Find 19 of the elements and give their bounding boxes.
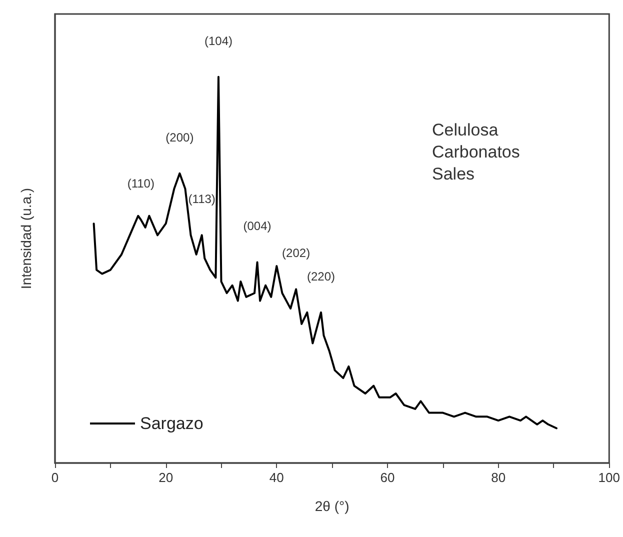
x-tick-label: 20: [158, 470, 174, 485]
x-tick-label: 100: [598, 470, 620, 485]
annotation: Celulosa: [432, 120, 499, 140]
legend-label: Sargazo: [140, 414, 204, 433]
x-tick-label: 80: [491, 470, 506, 485]
x-tick-label: 40: [269, 470, 284, 485]
x-tick-label: 0: [51, 470, 59, 485]
annotation: (104): [204, 34, 232, 48]
annotation: (220): [306, 269, 336, 284]
annotation: Carbonatos: [432, 142, 520, 162]
annotation: (004): [243, 219, 272, 234]
annotation: (202): [282, 246, 310, 260]
annotation: (200): [166, 130, 194, 144]
x-tick-label: 60: [380, 470, 395, 485]
annotation: Sales: [432, 164, 475, 184]
x-axis-title: 2θ (°): [314, 498, 350, 514]
annotation: (110): [127, 176, 154, 191]
y-axis-title: Intensidad (u.a.): [18, 188, 34, 290]
annotation: (113): [188, 192, 216, 206]
